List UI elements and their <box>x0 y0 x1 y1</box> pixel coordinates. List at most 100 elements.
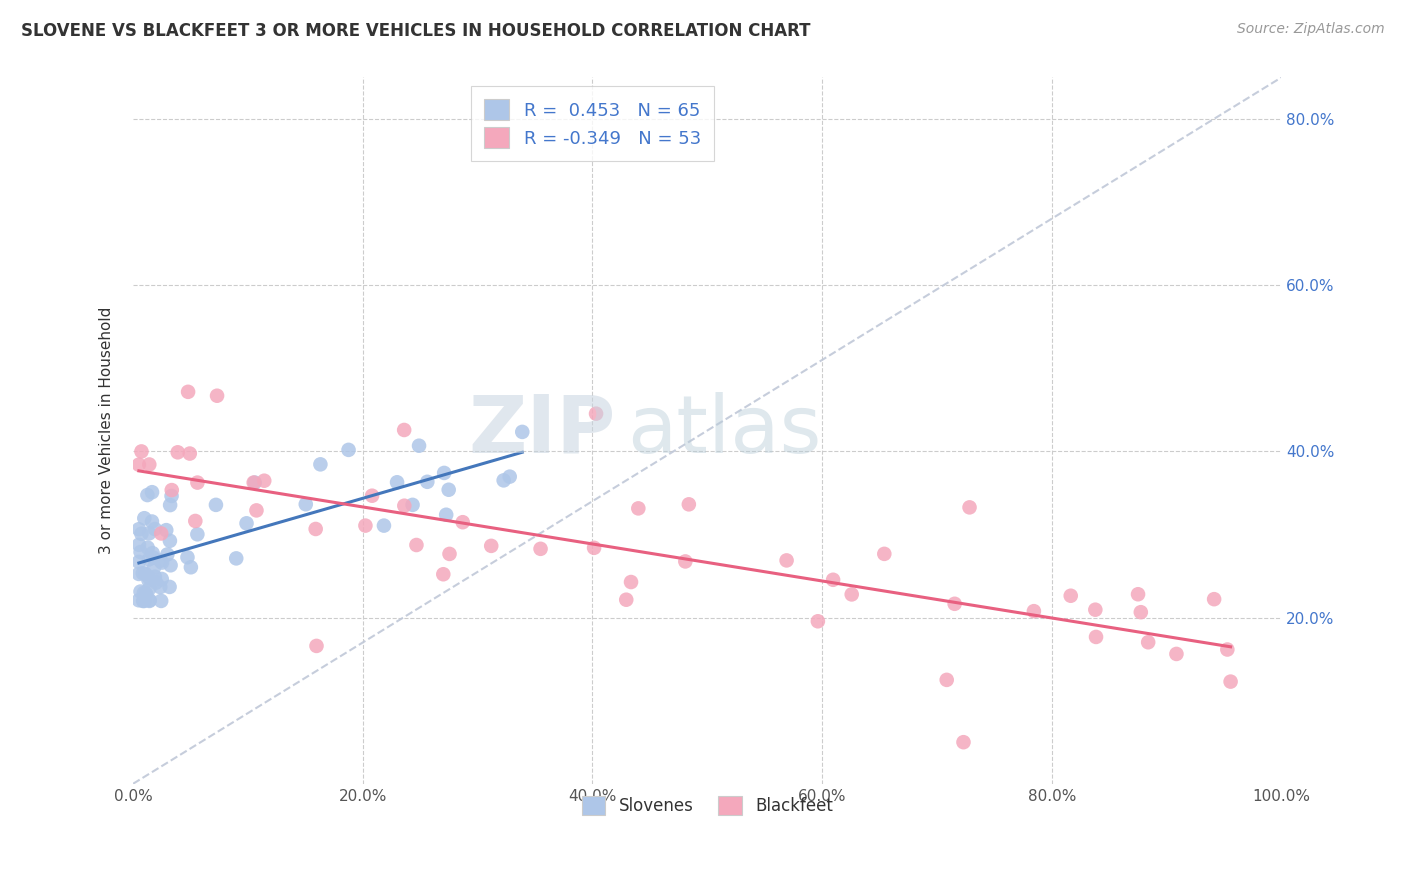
Point <box>627 501 650 516</box>
Point <box>142 546 165 560</box>
Point <box>180 560 202 574</box>
Point <box>143 522 166 536</box>
Point <box>337 442 360 457</box>
Point <box>160 483 183 497</box>
Text: Source: ZipAtlas.com: Source: ZipAtlas.com <box>1237 22 1385 37</box>
Point <box>529 541 551 556</box>
Point <box>807 614 830 628</box>
Point <box>138 570 160 584</box>
Point <box>160 489 183 503</box>
Text: ZIP: ZIP <box>468 392 616 469</box>
Point <box>128 593 150 607</box>
Point <box>186 527 208 541</box>
Point <box>136 488 159 502</box>
Point <box>405 538 427 552</box>
Point <box>416 475 439 489</box>
Point <box>138 593 160 607</box>
Point <box>242 475 264 490</box>
Point <box>305 522 328 536</box>
Point <box>294 497 316 511</box>
Point <box>141 485 163 500</box>
Point <box>150 556 173 570</box>
Point <box>253 474 276 488</box>
Point <box>177 384 200 399</box>
Point <box>136 541 159 555</box>
Point <box>149 580 172 594</box>
Legend: Slovenes, Blackfeet: Slovenes, Blackfeet <box>572 786 842 825</box>
Point <box>138 573 160 587</box>
Point <box>128 566 150 581</box>
Point <box>138 552 160 566</box>
Point <box>159 558 181 573</box>
Point <box>775 553 797 567</box>
Point <box>361 489 384 503</box>
Point <box>159 580 181 594</box>
Point <box>1137 635 1160 649</box>
Point <box>145 575 167 590</box>
Point <box>873 547 896 561</box>
Point <box>131 444 153 458</box>
Point <box>433 466 456 480</box>
Point <box>408 439 430 453</box>
Point <box>432 567 454 582</box>
Point <box>159 533 181 548</box>
Point <box>138 458 160 472</box>
Point <box>150 572 173 586</box>
Point <box>150 594 173 608</box>
Point <box>1060 589 1083 603</box>
Point <box>451 515 474 529</box>
Point <box>614 592 637 607</box>
Point <box>141 515 163 529</box>
Point <box>1216 642 1239 657</box>
Point <box>823 573 845 587</box>
Point <box>510 425 533 439</box>
Point <box>205 389 228 403</box>
Point <box>1219 674 1241 689</box>
Point <box>131 526 153 541</box>
Point <box>392 423 415 437</box>
Point <box>135 586 157 600</box>
Point <box>128 538 150 552</box>
Point <box>184 514 207 528</box>
Point <box>166 445 188 459</box>
Point <box>132 586 155 600</box>
Point <box>678 497 700 511</box>
Point <box>128 458 150 472</box>
Point <box>245 503 267 517</box>
Point <box>434 508 457 522</box>
Point <box>394 499 416 513</box>
Point <box>132 594 155 608</box>
Point <box>134 511 156 525</box>
Text: atlas: atlas <box>627 392 821 469</box>
Point <box>156 548 179 562</box>
Point <box>841 587 863 601</box>
Point <box>138 526 160 541</box>
Text: SLOVENE VS BLACKFEET 3 OR MORE VEHICLES IN HOUSEHOLD CORRELATION CHART: SLOVENE VS BLACKFEET 3 OR MORE VEHICLES … <box>21 22 811 40</box>
Point <box>1204 592 1226 607</box>
Point <box>305 639 328 653</box>
Point <box>176 550 198 565</box>
Point <box>186 475 208 490</box>
Point <box>143 570 166 584</box>
Point <box>1166 647 1188 661</box>
Point <box>1022 604 1045 618</box>
Point <box>205 498 228 512</box>
Point <box>143 560 166 574</box>
Y-axis label: 3 or more Vehicles in Household: 3 or more Vehicles in Household <box>100 307 114 554</box>
Point <box>132 566 155 581</box>
Point <box>585 407 607 421</box>
Point <box>959 500 981 515</box>
Point <box>935 673 957 687</box>
Point <box>132 594 155 608</box>
Point <box>492 474 515 488</box>
Point <box>439 547 461 561</box>
Point <box>129 545 152 559</box>
Point <box>354 518 377 533</box>
Point <box>401 498 423 512</box>
Point <box>479 539 502 553</box>
Point <box>142 550 165 565</box>
Point <box>149 554 172 568</box>
Point <box>952 735 974 749</box>
Point <box>385 475 408 490</box>
Point <box>1084 603 1107 617</box>
